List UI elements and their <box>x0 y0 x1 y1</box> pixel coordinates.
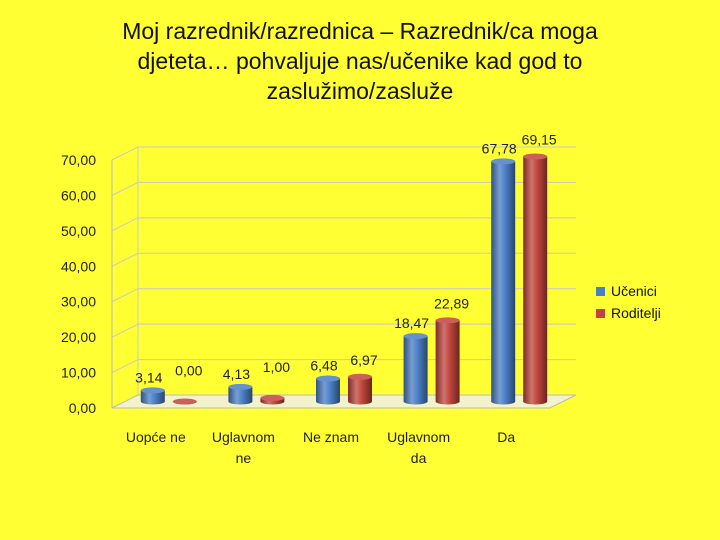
x-tick-label: da <box>411 450 427 466</box>
data-label: 18,47 <box>394 315 429 331</box>
chart-floor <box>111 394 577 409</box>
bar-ucenici-3-top <box>403 333 428 340</box>
data-label: 6,48 <box>310 358 337 374</box>
bar-roditelji-2 <box>348 376 372 405</box>
bar-ucenici-2-top <box>316 375 340 382</box>
bar-ucenici-0-top <box>140 387 165 394</box>
bar-ucenici-3 <box>403 336 428 405</box>
bar-ucenici-4-top <box>491 158 516 165</box>
data-label: 67,78 <box>482 140 517 156</box>
y-tick-label: 10,00 <box>61 365 96 381</box>
y-tick-label: 0,00 <box>69 400 96 416</box>
title-line-1: Moj razrednik/razrednica – Razrednik/ca … <box>122 18 598 44</box>
bar-roditelji-1-top <box>260 394 285 401</box>
data-label: 1,00 <box>263 359 290 375</box>
bar-ucenici-1 <box>228 386 253 405</box>
y-tick-label: 70,00 <box>61 152 96 168</box>
bar-roditelji-3-top <box>435 317 460 324</box>
bar-ucenici-2 <box>316 378 340 405</box>
legend-swatch-ucenici <box>596 286 605 296</box>
bar-ucenici-1-top <box>228 383 253 390</box>
title-line-3: zaslužimo/zasluže <box>266 78 454 104</box>
data-label: 0,00 <box>175 363 202 379</box>
legend-swatch-roditelji <box>596 308 605 318</box>
data-label: 6,97 <box>350 352 377 368</box>
bar-roditelji-4 <box>523 156 548 405</box>
data-label: 22,89 <box>434 295 469 311</box>
legend-item-ucenici: Učenici <box>596 280 661 302</box>
y-tick-label: 30,00 <box>61 294 96 310</box>
data-label: 3,14 <box>135 369 162 385</box>
y-tick-label: 50,00 <box>61 223 96 239</box>
y-tick-label: 40,00 <box>61 258 96 274</box>
title-line-2: djeteta… pohvaljuje nas/učenike kad god … <box>137 48 583 74</box>
bar-roditelji-3 <box>435 320 460 405</box>
x-tick-label: Uglavnom <box>212 429 275 445</box>
x-tick-label: Uopće ne <box>126 429 186 445</box>
x-tick-label: ne <box>236 450 252 466</box>
data-label: 69,15 <box>522 132 557 148</box>
x-tick-label: Uglavnom <box>387 429 450 445</box>
bar-roditelji-4-top <box>523 153 548 160</box>
legend-label-ucenici: Učenici <box>611 283 657 299</box>
legend-label-roditelji: Roditelji <box>611 305 661 321</box>
chart-title: Moj razrednik/razrednica – Razrednik/ca … <box>40 16 680 106</box>
legend: Učenici Roditelji <box>596 280 661 324</box>
data-label: 4,13 <box>223 366 250 382</box>
y-tick-label: 20,00 <box>61 329 96 345</box>
legend-item-roditelji: Roditelji <box>596 302 661 324</box>
x-tick-label: Da <box>497 429 515 445</box>
bar-ucenici-0 <box>140 390 165 405</box>
x-tick-label: Ne znam <box>303 429 359 445</box>
y-tick-label: 60,00 <box>61 187 96 203</box>
bar-ucenici-4 <box>491 161 516 405</box>
bar-roditelji-2-top <box>348 373 372 380</box>
bar-roditelji-0-top <box>172 398 197 405</box>
